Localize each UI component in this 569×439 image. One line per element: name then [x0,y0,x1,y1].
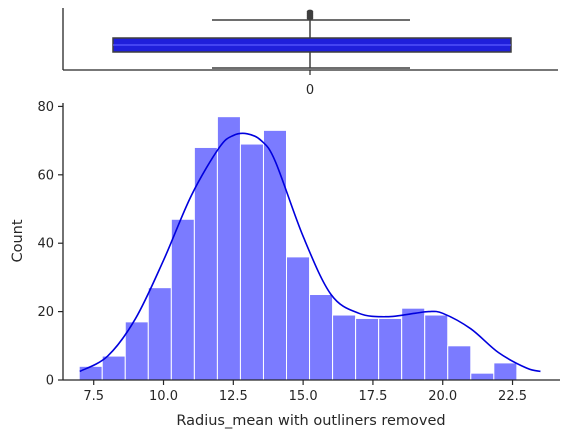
histogram-bar [101,355,126,381]
y-tick-label: 20 [37,305,54,320]
histogram-bar [239,143,264,381]
histogram-bar [78,365,103,381]
kde-curve [79,132,541,373]
histogram-bar [447,345,472,381]
y-tick-label: 40 [37,237,54,252]
x-tick-label: 10.0 [149,389,178,404]
x-axis-ticks: 7.5 10.0 12.5 15.0 17.5 20.0 22.5 [83,380,527,404]
y-tick-label: 60 [37,168,54,183]
histogram-bar [332,314,357,381]
histogram-bar [355,317,380,381]
histogram-bar [493,362,518,381]
y-tick-label: 80 [37,100,54,115]
x-tick-label: 20.0 [428,389,457,404]
histogram-bar [424,314,449,381]
histogram-bar [401,307,426,381]
x-tick-label: 12.5 [219,389,248,404]
histogram-bar [147,287,172,381]
histogram-bars [78,116,518,381]
histogram-bar [216,116,241,381]
histogram-panel: 7.5 10.0 12.5 15.0 17.5 20.0 22.5 0 20 40 60 80 Ra… [10,100,560,429]
histogram-bar [170,218,195,381]
boxplot-category-label: 0 [306,83,314,98]
y-tick-label: 0 [46,374,54,389]
histogram-bar [262,129,288,381]
boxplot-panel: 0 [62,8,558,98]
x-tick-label: 17.5 [358,389,387,404]
x-tick-label: 7.5 [83,389,104,404]
histogram-bar [286,256,311,381]
histogram-bar [378,317,403,381]
x-axis-label: Radius_mean with outliners removed [176,413,445,429]
x-tick-label: 15.0 [289,389,318,404]
histogram-bar [470,372,495,381]
histogram-bar [309,294,334,381]
y-axis-ticks: 0 20 40 60 80 [37,100,63,389]
boxplot-outliers [306,9,314,21]
boxplot-outlier-point [306,15,314,21]
y-axis-label: Count [10,219,26,262]
x-tick-label: 22.5 [498,389,527,404]
